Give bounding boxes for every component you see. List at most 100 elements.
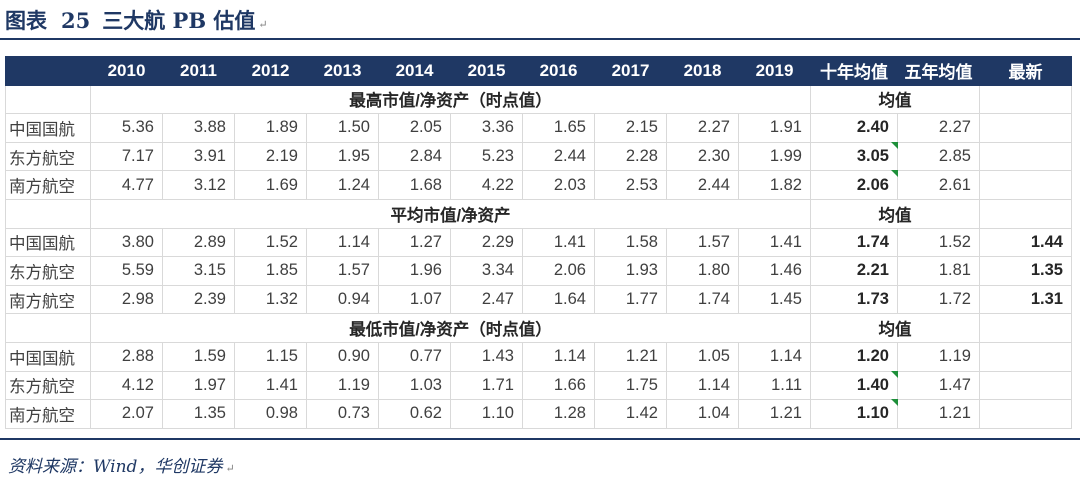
five-year-average-cell: 1.47: [897, 370, 980, 401]
table-row: 东方航空 5.59 3.15 1.85 1.57 1.96 3.34 2.06 1.93 1.80…: [5, 256, 1072, 286]
year-value-cell: 1.75: [594, 370, 667, 401]
year-value-cell: 1.35: [162, 399, 235, 429]
year-value-cell: 1.04: [666, 399, 739, 429]
year-value-cell: 3.80: [90, 227, 163, 258]
year-value-cell: 1.58: [594, 227, 667, 258]
source-note: 资料来源：Wind，华创证券 ↵: [8, 452, 235, 477]
ten-year-average-cell: 3.05: [810, 141, 899, 172]
year-value-cell: 3.88: [162, 113, 235, 143]
airline-name: 东方航空: [5, 256, 91, 286]
column-header: 2012: [234, 56, 307, 86]
ten-year-average-cell: 1.73: [810, 284, 898, 315]
year-value-cell: 1.65: [522, 113, 595, 143]
ten-year-average-cell: 1.74: [810, 227, 898, 258]
latest-value-cell: 1.35: [979, 256, 1072, 286]
airline-name: 中国国航: [5, 227, 91, 258]
paragraph-mark-icon: ↵: [225, 462, 235, 475]
year-value-cell: 1.77: [594, 284, 667, 315]
year-value-cell: 4.77: [90, 170, 163, 200]
year-value-cell: 2.53: [594, 170, 667, 200]
five-year-average-cell: 1.72: [897, 284, 980, 315]
year-value-cell: 3.36: [450, 113, 523, 143]
column-header: 2017: [594, 56, 667, 86]
year-value-cell: 5.36: [90, 113, 163, 143]
five-year-average-cell: 1.19: [897, 341, 980, 372]
figure-title: 图表 25 三大航 PB 估值 ↵: [5, 6, 268, 36]
five-year-average-cell: 1.21: [897, 399, 980, 429]
paragraph-mark-icon: ↵: [258, 18, 268, 31]
airline-name: 中国国航: [5, 113, 91, 143]
year-value-cell: 2.05: [378, 113, 451, 143]
year-value-cell: 1.97: [162, 370, 235, 401]
five-year-average-cell: 2.27: [897, 113, 980, 143]
year-value-cell: 2.47: [450, 284, 523, 315]
latest-value-cell: 1.31: [979, 284, 1072, 315]
year-value-cell: 1.57: [306, 256, 379, 286]
year-value-cell: 1.95: [306, 141, 379, 172]
year-value-cell: 1.21: [594, 341, 667, 372]
year-value-cell: 4.12: [90, 370, 163, 401]
year-value-cell: 1.50: [306, 113, 379, 143]
year-value-cell: 1.32: [234, 284, 307, 315]
ten-year-average-cell: 2.40: [810, 113, 898, 143]
figure-number: 25: [61, 8, 91, 33]
year-value-cell: 0.73: [306, 399, 379, 429]
year-value-cell: 1.24: [306, 170, 379, 200]
figure-title-text: 三大航 PB 估值: [102, 8, 256, 33]
year-value-cell: 1.19: [306, 370, 379, 401]
year-value-cell: 7.17: [90, 141, 163, 172]
year-value-cell: 1.82: [738, 170, 811, 200]
average-label: 均值: [810, 198, 980, 229]
airline-name: 东方航空: [5, 141, 91, 172]
column-header: 2018: [666, 56, 739, 86]
year-value-cell: 1.74: [666, 284, 739, 315]
pb-valuation-table: 2010 2011 2012 2013 2014 2015 2016 2017 2018 2019…: [5, 56, 1072, 429]
year-value-cell: 1.11: [738, 370, 811, 401]
year-value-cell: 2.89: [162, 227, 235, 258]
year-value-cell: 0.98: [234, 399, 307, 429]
year-value-cell: 1.64: [522, 284, 595, 315]
year-value-cell: 1.46: [738, 256, 811, 286]
year-value-cell: 0.90: [306, 341, 379, 372]
latest-blank-cell: [979, 313, 1072, 343]
year-value-cell: 1.14: [306, 227, 379, 258]
year-value-cell: 5.23: [450, 141, 523, 172]
section-corner-cell: [5, 313, 91, 343]
latest-value-cell: [979, 170, 1072, 200]
year-value-cell: 1.93: [594, 256, 667, 286]
year-value-cell: 2.30: [666, 141, 739, 172]
year-value-cell: 2.44: [522, 141, 595, 172]
year-value-cell: 1.91: [738, 113, 811, 143]
top-rule: [0, 38, 1080, 40]
year-value-cell: 1.52: [234, 227, 307, 258]
five-year-average-cell: 2.85: [897, 141, 980, 172]
header-row: 2010 2011 2012 2013 2014 2015 2016 2017 2018 2019…: [5, 56, 1072, 86]
latest-value-cell: [979, 370, 1072, 401]
year-value-cell: 1.85: [234, 256, 307, 286]
year-value-cell: 1.14: [666, 370, 739, 401]
year-value-cell: 1.59: [162, 341, 235, 372]
year-value-cell: 1.14: [738, 341, 811, 372]
average-label: 均值: [810, 313, 980, 343]
airline-name: 中国国航: [5, 341, 91, 372]
header-corner: [5, 56, 91, 86]
table-row: 中国国航 2.88 1.59 1.15 0.90 0.77 1.43 1.14 1.21 1.05…: [5, 341, 1072, 372]
year-value-cell: 1.69: [234, 170, 307, 200]
column-header: 2014: [378, 56, 451, 86]
airline-name: 东方航空: [5, 370, 91, 401]
year-value-cell: 1.96: [378, 256, 451, 286]
column-header: 五年均值: [897, 56, 980, 86]
column-header: 2013: [306, 56, 379, 86]
figure-prefix: 图表: [5, 8, 47, 33]
year-value-cell: 1.21: [738, 399, 811, 429]
ten-year-average-cell: 2.06: [810, 170, 899, 200]
year-value-cell: 1.41: [738, 227, 811, 258]
ten-year-average-cell: 2.21: [810, 256, 898, 286]
year-value-cell: 1.43: [450, 341, 523, 372]
table-row: 东方航空 7.17 3.91 2.19 1.95 2.84 5.23 2.44 2.28 2.30…: [5, 141, 1072, 172]
bottom-rule: [0, 438, 1080, 440]
year-value-cell: 2.03: [522, 170, 595, 200]
latest-blank-cell: [979, 84, 1072, 115]
year-value-cell: 1.10: [450, 399, 523, 429]
year-value-cell: 2.19: [234, 141, 307, 172]
